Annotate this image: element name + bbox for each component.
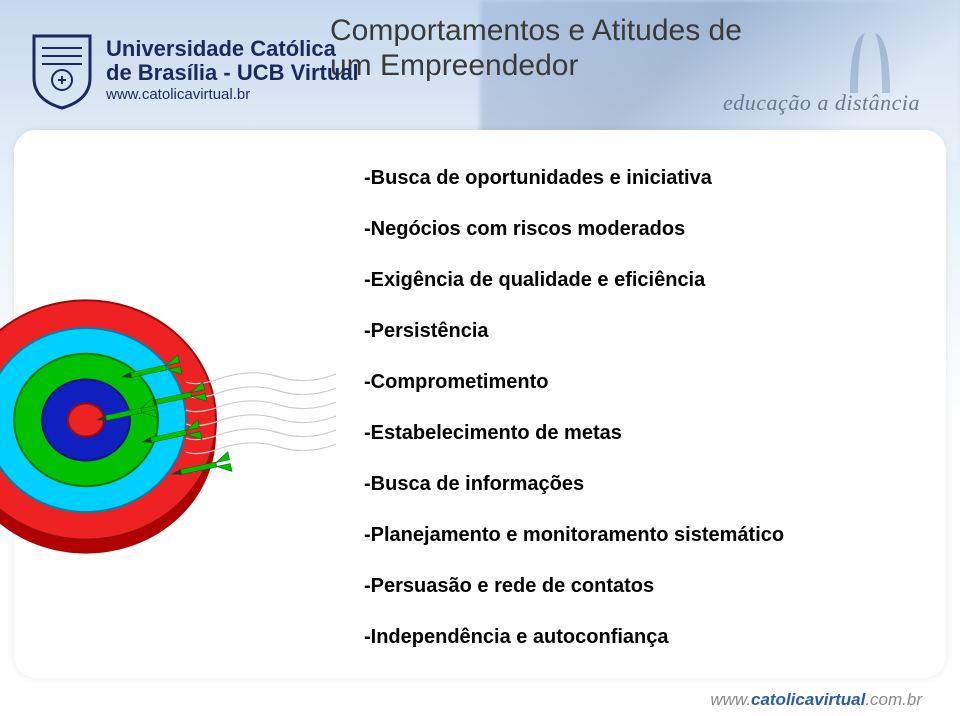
- header: Universidade Católica de Brasília - UCB …: [0, 10, 960, 130]
- uni-url: www.catolicavirtual.br: [106, 86, 359, 103]
- bullet-item: -Busca de informações: [364, 472, 924, 497]
- university-crest-icon: [30, 30, 94, 110]
- footer-suffix: .com.br: [865, 690, 922, 709]
- content-panel: -Busca de oportunidades e iniciativa -Ne…: [14, 130, 946, 678]
- bullet-item: -Comprometimento: [364, 370, 924, 395]
- bullet-item: -Persuasão e rede de contatos: [364, 574, 924, 599]
- bullet-item: -Negócios com riscos moderados: [364, 217, 924, 242]
- bullet-item: -Busca de oportunidades e iniciativa: [364, 166, 924, 191]
- target-diagram: [0, 280, 336, 560]
- footer-mid: catolicavirtual: [751, 690, 865, 709]
- bullet-item: -Exigência de qualidade e eficiência: [364, 268, 924, 293]
- footer-prefix: www.: [710, 690, 751, 709]
- uni-name-line2: de Brasília - UCB Virtual: [106, 61, 359, 84]
- bullet-item: -Planejamento e monitoramento sistemátic…: [364, 523, 924, 548]
- footer-url: www.catolicavirtual.com.br: [710, 690, 922, 710]
- brasilia-monument-icon: [830, 28, 910, 98]
- bullet-item: -Persistência: [364, 319, 924, 344]
- bullet-item: -Estabelecimento de metas: [364, 421, 924, 446]
- uni-name-line1: Universidade Católica: [106, 37, 359, 60]
- bullet-item: -Independência e autoconfiança: [364, 625, 924, 650]
- university-text: Universidade Católica de Brasília - UCB …: [106, 37, 359, 102]
- bullet-list: -Busca de oportunidades e iniciativa -Ne…: [364, 166, 924, 676]
